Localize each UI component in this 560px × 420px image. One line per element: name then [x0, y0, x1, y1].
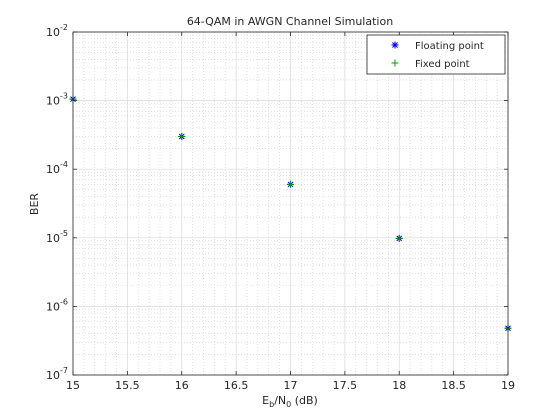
- grid: [72, 31, 509, 376]
- legend-label: Floating point: [415, 41, 484, 52]
- x-tick-label: 15.5: [115, 379, 140, 392]
- legend-label: Fixed point: [415, 59, 470, 70]
- x-tick-label: 18: [392, 379, 406, 392]
- x-label-mid: /N: [274, 394, 286, 407]
- floating-point-legend-marker: [391, 41, 399, 49]
- x-tick-label: 17.5: [333, 379, 358, 392]
- fixed-point-marker: [178, 132, 186, 140]
- x-tick-labels: 15 15.5 16 16.5 17 17.5 18 18.5 19: [66, 379, 515, 392]
- fixed-point-marker: [395, 234, 403, 242]
- x-axis-label: Eb/N0 (dB): [262, 394, 318, 409]
- x-label-sub1: b: [269, 400, 274, 409]
- y-axis-label: BER: [28, 193, 41, 215]
- fixed-point-marker: [287, 180, 294, 188]
- y-tick-label: 10-3: [46, 92, 68, 108]
- chart-title: 64-QAM in AWGN Channel Simulation: [187, 15, 393, 28]
- legend-box: [366, 34, 506, 75]
- legend: Floating point Fixed point: [366, 34, 506, 75]
- x-tick-label: 16: [175, 379, 189, 392]
- x-tick-label: 15: [66, 379, 80, 392]
- x-tick-label: 19: [501, 379, 515, 392]
- x-tick-label: 17: [284, 379, 298, 392]
- y-tick-label: 10-4: [46, 160, 68, 176]
- axis-ticks: [72, 31, 509, 376]
- x-tick-label: 16.5: [224, 379, 249, 392]
- y-tick-label: 10-6: [46, 297, 68, 313]
- y-tick-label: 10-2: [46, 23, 68, 39]
- y-tick-label: 10-7: [46, 366, 68, 382]
- x-label-main: E: [262, 394, 269, 407]
- x-tick-label: 18.5: [441, 379, 466, 392]
- x-label-suffix: (dB): [291, 394, 318, 407]
- x-label-sub2: 0: [286, 400, 291, 409]
- y-tick-labels: 10-7 10-6 10-5 10-4 10-3 10-2: [46, 23, 68, 382]
- y-tick-label: 10-5: [46, 229, 68, 245]
- fixed-point-legend-marker: [391, 59, 399, 67]
